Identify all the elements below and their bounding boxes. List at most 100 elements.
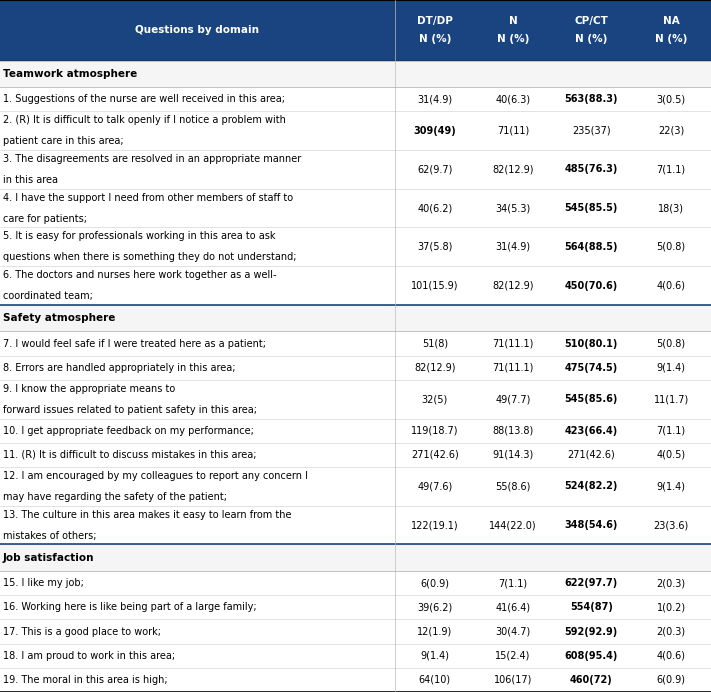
Text: 6(0.9): 6(0.9): [420, 578, 449, 588]
Text: 119(18.7): 119(18.7): [411, 426, 459, 436]
Text: 37(5.8): 37(5.8): [417, 242, 452, 252]
Text: 1. Suggestions of the nurse are well received in this area;: 1. Suggestions of the nurse are well rec…: [3, 94, 285, 104]
Text: 9(1.4): 9(1.4): [657, 482, 685, 491]
Bar: [0, 266, 711, 305]
Text: 3(0.5): 3(0.5): [657, 94, 685, 104]
Text: 101(15.9): 101(15.9): [411, 280, 459, 291]
Bar: [0, 189, 711, 228]
Text: coordinated team;: coordinated team;: [3, 291, 92, 301]
Bar: [0, 619, 711, 644]
Text: 13. The culture in this area makes it easy to learn from the: 13. The culture in this area makes it ea…: [3, 509, 292, 520]
Text: 122(19.1): 122(19.1): [411, 520, 459, 530]
Text: mistakes of others;: mistakes of others;: [3, 531, 97, 540]
Text: 71(11.1): 71(11.1): [492, 363, 534, 373]
Bar: [0, 380, 711, 419]
Text: 19. The moral in this area is high;: 19. The moral in this area is high;: [3, 675, 168, 685]
Text: 106(17): 106(17): [494, 675, 532, 685]
Text: 563(88.3): 563(88.3): [565, 94, 618, 104]
Text: N (%): N (%): [655, 35, 688, 44]
Bar: [0, 595, 711, 619]
Text: 5(0.8): 5(0.8): [657, 242, 685, 252]
Text: 4(0.6): 4(0.6): [657, 280, 685, 291]
Text: 271(42.6): 271(42.6): [411, 450, 459, 460]
Text: 23(3.6): 23(3.6): [653, 520, 689, 530]
Text: 4(0.5): 4(0.5): [657, 450, 685, 460]
Bar: [0, 668, 711, 692]
Text: 30(4.7): 30(4.7): [496, 626, 530, 637]
Bar: [0, 644, 711, 668]
Text: 18(3): 18(3): [658, 203, 684, 213]
Text: 34(5.3): 34(5.3): [496, 203, 530, 213]
Text: 235(37): 235(37): [572, 126, 611, 136]
Bar: [0, 60, 711, 87]
Text: 55(8.6): 55(8.6): [496, 482, 530, 491]
Text: 12(1.9): 12(1.9): [417, 626, 452, 637]
Text: 6(0.9): 6(0.9): [657, 675, 685, 685]
Text: 622(97.7): 622(97.7): [565, 578, 618, 588]
Text: 545(85.5): 545(85.5): [565, 203, 618, 213]
Text: 17. This is a good place to work;: 17. This is a good place to work;: [3, 626, 161, 637]
Text: NA: NA: [663, 16, 680, 26]
Text: N (%): N (%): [497, 35, 529, 44]
Text: 592(92.9): 592(92.9): [565, 626, 618, 637]
Text: patient care in this area;: patient care in this area;: [3, 136, 124, 146]
Text: Safety atmosphere: Safety atmosphere: [3, 313, 115, 323]
Text: 608(95.4): 608(95.4): [565, 650, 618, 661]
Text: 6. The doctors and nurses here work together as a well-: 6. The doctors and nurses here work toge…: [3, 270, 277, 280]
Text: care for patients;: care for patients;: [3, 214, 87, 224]
Text: 7(1.1): 7(1.1): [498, 578, 528, 588]
Bar: [0, 150, 711, 189]
Text: DT/DP: DT/DP: [417, 16, 453, 26]
Text: 4(0.6): 4(0.6): [657, 650, 685, 661]
Text: 2. (R) It is difficult to talk openly if I notice a problem with: 2. (R) It is difficult to talk openly if…: [3, 115, 286, 125]
Text: Teamwork atmosphere: Teamwork atmosphere: [3, 69, 137, 79]
Bar: [0, 571, 711, 595]
Text: 40(6.2): 40(6.2): [417, 203, 452, 213]
Text: 15. I like my job;: 15. I like my job;: [3, 578, 84, 588]
Text: 348(54.6): 348(54.6): [565, 520, 618, 530]
Text: 62(9.7): 62(9.7): [417, 165, 452, 174]
Text: 82(12.9): 82(12.9): [414, 363, 456, 373]
Text: 15(2.4): 15(2.4): [496, 650, 530, 661]
Bar: [0, 111, 711, 150]
Text: 51(8): 51(8): [422, 338, 448, 349]
Text: Questions by domain: Questions by domain: [135, 25, 260, 35]
Bar: [0, 305, 711, 331]
Text: N (%): N (%): [575, 35, 607, 44]
Text: 3. The disagreements are resolved in an appropriate manner: 3. The disagreements are resolved in an …: [3, 154, 301, 164]
Text: 49(7.6): 49(7.6): [417, 482, 452, 491]
Text: may have regarding the safety of the patient;: may have regarding the safety of the pat…: [3, 492, 227, 502]
Text: CP/CT: CP/CT: [574, 16, 608, 26]
Text: 31(4.9): 31(4.9): [417, 94, 452, 104]
Text: 71(11): 71(11): [497, 126, 529, 136]
Bar: [0, 419, 711, 443]
Text: 144(22.0): 144(22.0): [489, 520, 537, 530]
Text: 5. It is easy for professionals working in this area to ask: 5. It is easy for professionals working …: [3, 231, 275, 242]
Text: 12. I am encouraged by my colleagues to report any concern I: 12. I am encouraged by my colleagues to …: [3, 471, 308, 481]
Text: N (%): N (%): [419, 35, 451, 44]
Text: 31(4.9): 31(4.9): [496, 242, 530, 252]
Text: 10. I get appropriate feedback on my performance;: 10. I get appropriate feedback on my per…: [3, 426, 254, 436]
Text: 11. (R) It is difficult to discuss mistakes in this area;: 11. (R) It is difficult to discuss mista…: [3, 450, 257, 460]
Text: 510(80.1): 510(80.1): [565, 338, 618, 349]
Bar: [0, 87, 711, 111]
Text: N: N: [508, 16, 518, 26]
Text: 9. I know the appropriate means to: 9. I know the appropriate means to: [3, 384, 175, 394]
Text: 9(1.4): 9(1.4): [657, 363, 685, 373]
Bar: [0, 331, 711, 356]
Text: 40(6.3): 40(6.3): [496, 94, 530, 104]
Text: 39(6.2): 39(6.2): [417, 602, 452, 612]
Bar: [0, 0, 711, 60]
Text: 22(3): 22(3): [658, 126, 684, 136]
Text: 32(5): 32(5): [422, 394, 448, 404]
Text: 7(1.1): 7(1.1): [657, 165, 685, 174]
Text: 88(13.8): 88(13.8): [492, 426, 534, 436]
Bar: [0, 443, 711, 467]
Text: 485(76.3): 485(76.3): [565, 165, 618, 174]
Text: 9(1.4): 9(1.4): [420, 650, 449, 661]
Text: 271(42.6): 271(42.6): [567, 450, 615, 460]
Text: 1(0.2): 1(0.2): [657, 602, 685, 612]
Text: 64(10): 64(10): [419, 675, 451, 685]
Text: 4. I have the support I need from other members of staff to: 4. I have the support I need from other …: [3, 192, 293, 203]
Text: 309(49): 309(49): [413, 126, 456, 136]
